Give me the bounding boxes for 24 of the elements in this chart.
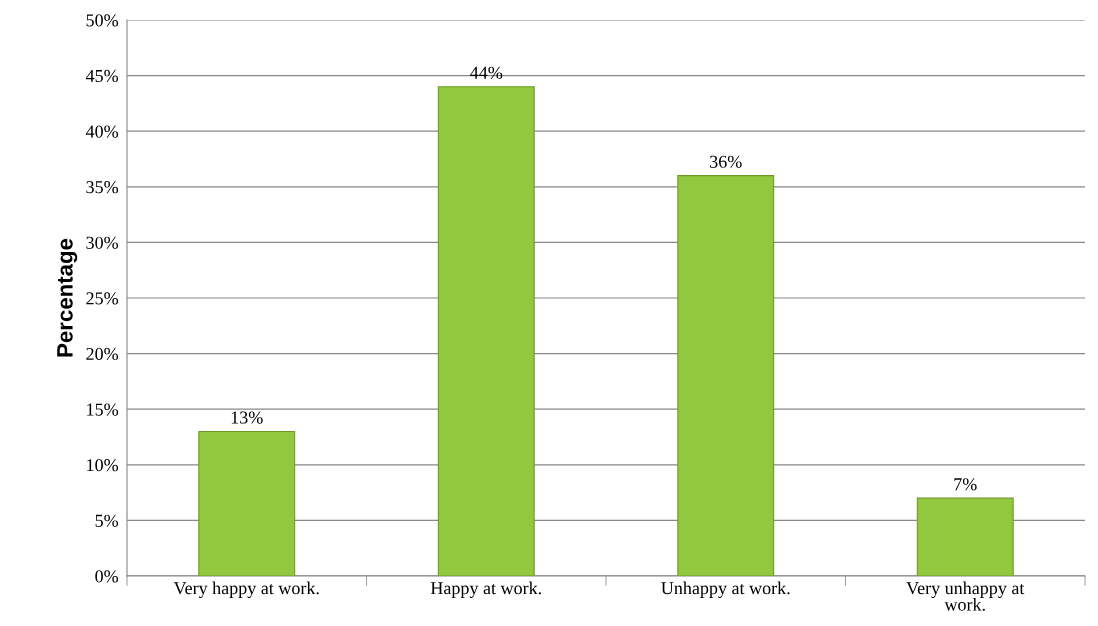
data-label: 44% <box>470 66 503 79</box>
data-label: 36% <box>710 155 742 168</box>
y-tick-label: 50% <box>86 14 119 27</box>
y-tick-label: 20% <box>86 347 119 361</box>
y-tick-label: 15% <box>87 403 119 416</box>
bar <box>677 175 775 576</box>
data-label: 7% <box>954 478 977 491</box>
y-tick-label: 45% <box>85 69 119 83</box>
y-axis-title: Percentage <box>57 238 78 357</box>
data-label: 13% <box>231 411 263 424</box>
y-tick-label: 0% <box>95 570 119 583</box>
y-tick-label: 25% <box>86 292 119 305</box>
bar <box>916 497 1014 576</box>
x-tick-label: Very unhappy at work. <box>906 581 1025 611</box>
bar <box>198 430 296 576</box>
y-tick-label: 10% <box>87 459 119 472</box>
y-tick-label: 40% <box>85 125 119 138</box>
x-tick-label: Very happy at work. <box>173 581 319 598</box>
y-tick-label: 30% <box>86 236 119 249</box>
x-tick-label: Unhappy at work. <box>661 581 790 598</box>
bar <box>437 86 535 576</box>
y-tick-label: 5% <box>95 514 119 527</box>
y-tick-label: 35% <box>86 181 119 194</box>
x-tick-label: Happy at work. <box>430 581 541 598</box>
